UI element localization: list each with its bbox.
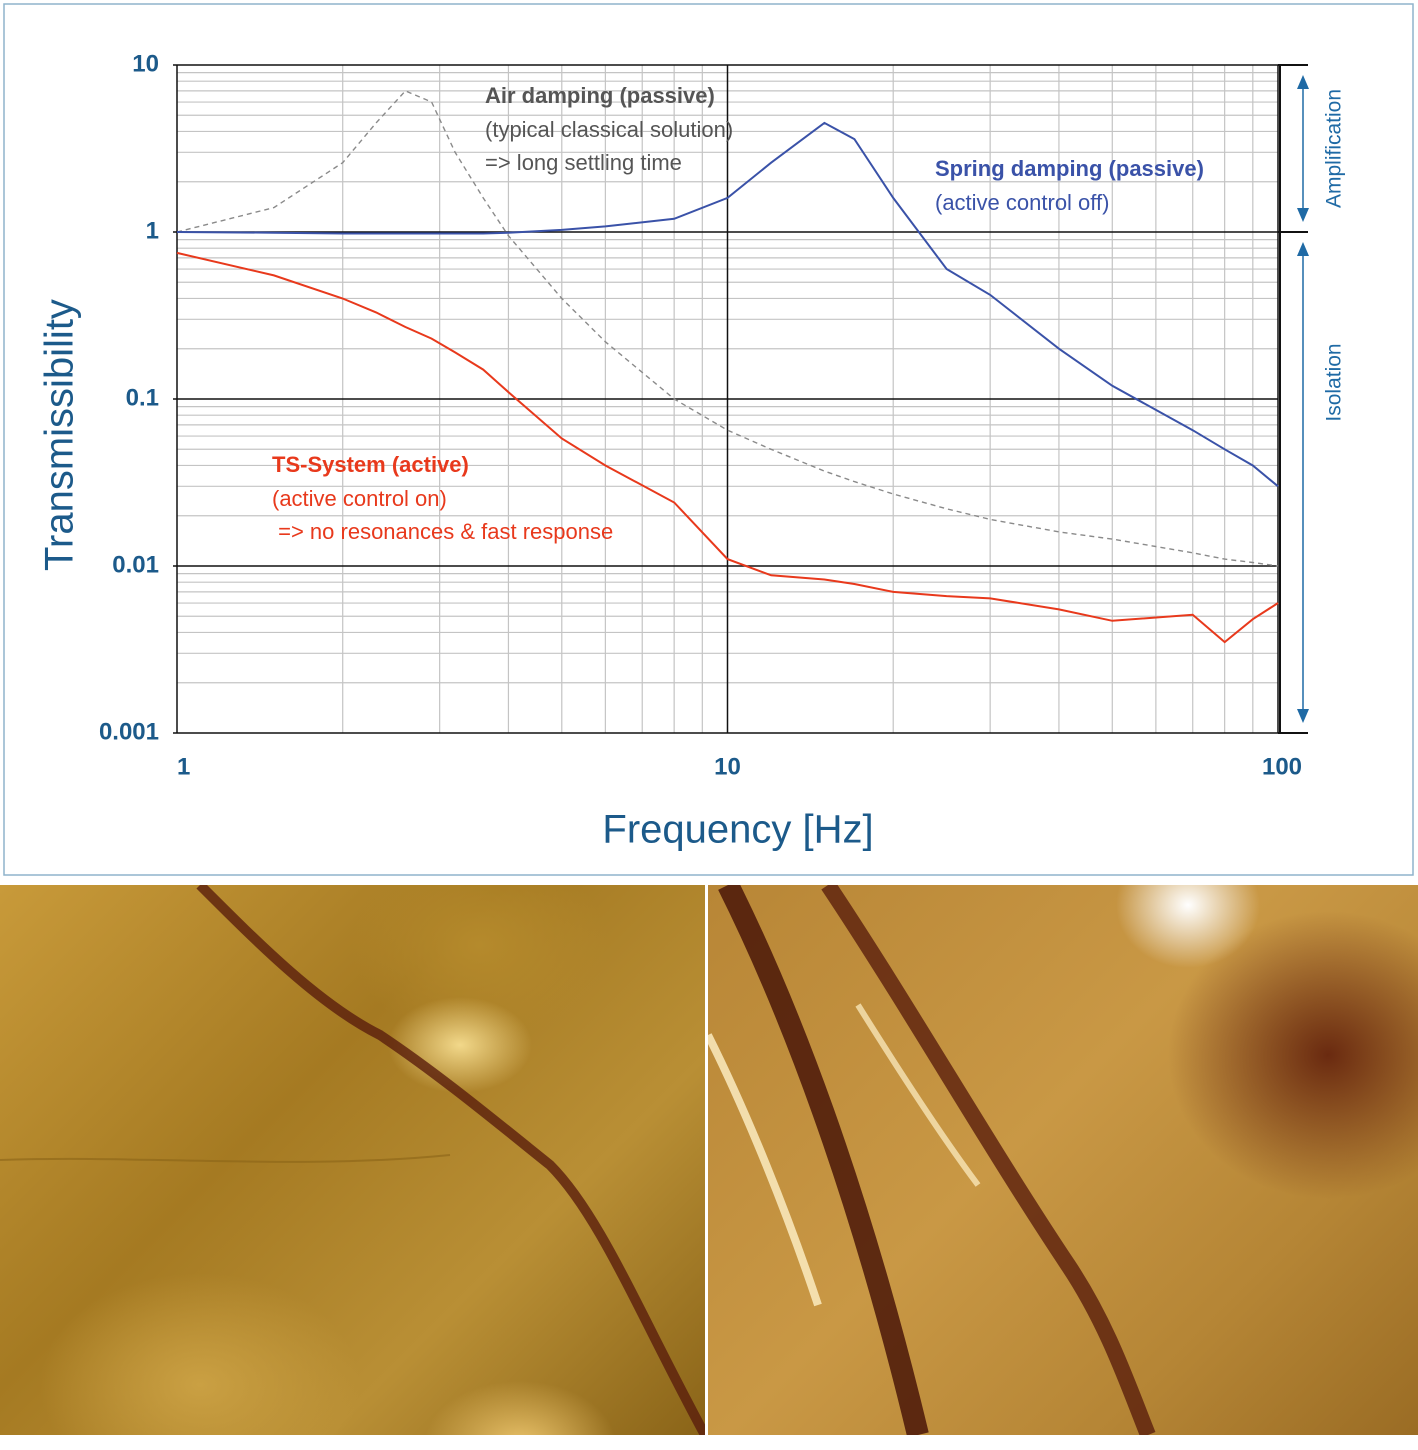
highlight — [708, 1033, 822, 1307]
afm-features — [0, 885, 705, 1435]
series-title: Spring damping (passive) — [935, 156, 1204, 181]
series-title: Air damping (passive) — [485, 83, 715, 108]
series-note: => long settling time — [485, 150, 682, 175]
region-label: Amplification — [1323, 89, 1346, 208]
arrow-head — [1297, 75, 1309, 89]
region-label: Isolation — [1323, 343, 1346, 421]
afm-image-right — [708, 885, 1418, 1435]
series-note: (typical classical solution) — [485, 117, 733, 142]
step-edge — [0, 1154, 451, 1163]
series-note: (active control off) — [935, 190, 1109, 215]
series-note: (active control on) — [272, 486, 447, 511]
crack — [821, 885, 1156, 1435]
highlight — [855, 1003, 981, 1187]
series-line — [176, 251, 1279, 644]
arrow-head — [1297, 242, 1309, 256]
series-note: => no resonances & fast response — [272, 519, 613, 544]
x-tick-label: 10 — [714, 753, 741, 780]
y-tick-label: 1 — [146, 217, 159, 244]
afm-features — [708, 885, 1156, 1435]
arrow-head — [1297, 208, 1309, 222]
crack — [718, 885, 929, 1435]
series-line — [176, 121, 1279, 488]
y-tick-label: 0.001 — [99, 718, 159, 745]
y-axis-label: Transmissibility — [38, 299, 82, 571]
arrow-head — [1297, 709, 1309, 723]
chart: Transmissibility Frequency [Hz] 0.001 0.0… — [3, 3, 1414, 876]
afm-image-left — [0, 885, 705, 1435]
y-tick-label: 0.01 — [112, 551, 159, 578]
series-title: TS-System (active) — [272, 452, 469, 477]
crack — [196, 885, 705, 1435]
x-tick-label: 1 — [177, 753, 190, 780]
x-axis-label: Frequency [Hz] — [602, 808, 873, 852]
y-tick-label: 10 — [132, 50, 159, 77]
y-tick-label: 0.1 — [126, 384, 159, 411]
chart-frame — [3, 3, 1414, 876]
x-tick-label: 100 — [1262, 753, 1302, 780]
